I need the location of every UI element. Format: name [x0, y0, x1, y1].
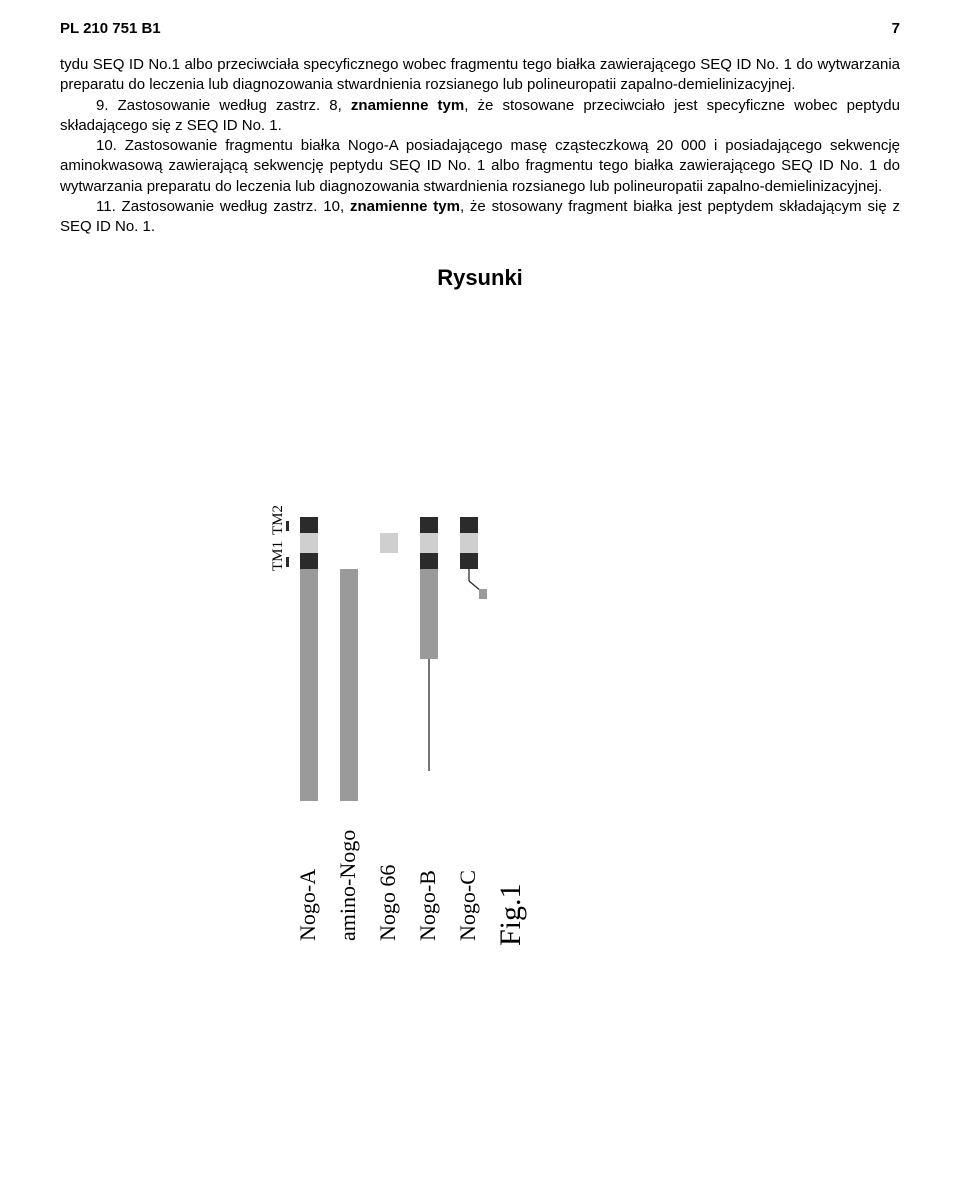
svg-text:TM1: TM1: [270, 541, 286, 571]
figure-wrap: Fig.1 Nogo-A amino-Nogo Nogo 66 Nogo-B Nogo-C…: [60, 311, 900, 951]
svg-text:Nogo-C: Nogo-C: [455, 870, 480, 941]
paragraph-3: 10. Zastosowanie fragmentu białka Nogo-A…: [60, 136, 900, 197]
figure-svg: Fig.1 Nogo-A amino-Nogo Nogo 66 Nogo-B Nogo-C…: [250, 311, 710, 951]
body-text: tydu SEQ ID No.1 albo przeciwciała specy…: [60, 55, 900, 237]
doc-number: PL 210 751 B1: [60, 20, 161, 37]
svg-text:Fig.1: Fig.1: [494, 884, 527, 947]
p4-bold: znamienne tym: [350, 198, 460, 215]
p2-bold: znamienne tym: [351, 97, 464, 114]
svg-text:Nogo-A: Nogo-A: [295, 869, 320, 941]
p4-a: 11. Zastosowanie według zastrz. 10,: [96, 198, 350, 215]
svg-text:amino-Nogo: amino-Nogo: [335, 830, 360, 941]
section-title: Rysunki: [60, 265, 900, 291]
svg-text:TM2: TM2: [270, 505, 286, 535]
svg-text:Nogo-B: Nogo-B: [415, 870, 440, 941]
p2-a: 9. Zastosowanie według zastrz. 8,: [96, 97, 351, 114]
paragraph-1: tydu SEQ ID No.1 albo przeciwciała specy…: [60, 55, 900, 96]
page: PL 210 751 B1 7 tydu SEQ ID No.1 albo pr…: [0, 0, 960, 991]
svg-text:Nogo 66: Nogo 66: [375, 865, 400, 941]
page-number: 7: [892, 20, 900, 37]
paragraph-2: 9. Zastosowanie według zastrz. 8, znamie…: [60, 96, 900, 137]
header-row: PL 210 751 B1 7: [60, 20, 900, 37]
paragraph-4: 11. Zastosowanie według zastrz. 10, znam…: [60, 197, 900, 238]
